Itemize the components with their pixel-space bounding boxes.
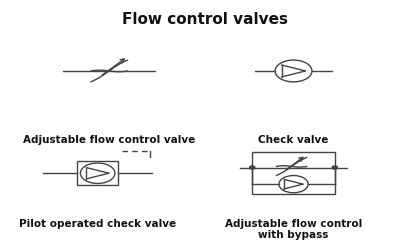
Bar [252, 152, 335, 194]
Text: Flow control valves: Flow control valves [122, 12, 288, 27]
Text: Check valve: Check valve [258, 135, 329, 145]
Text: Adjustable flow control
with bypass: Adjustable flow control with bypass [225, 219, 362, 240]
Circle shape [250, 166, 255, 169]
Bar [78, 161, 118, 185]
Circle shape [332, 166, 338, 169]
Text: Adjustable flow control valve: Adjustable flow control valve [23, 135, 195, 145]
Text: Pilot operated check valve: Pilot operated check valve [19, 219, 176, 229]
